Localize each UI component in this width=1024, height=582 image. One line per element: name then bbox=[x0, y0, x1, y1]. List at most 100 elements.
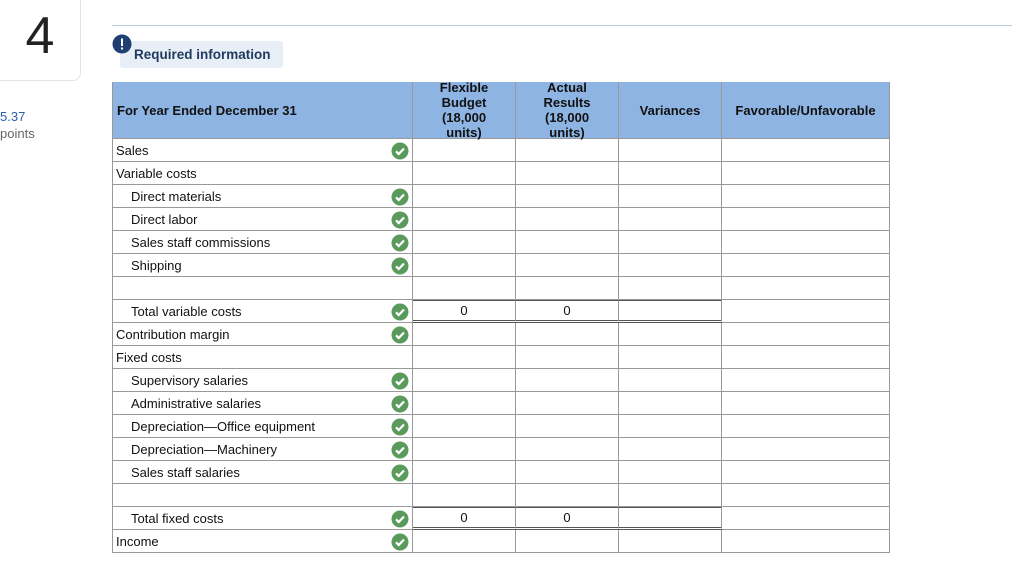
input-cell[interactable] bbox=[722, 392, 890, 415]
input-cell[interactable] bbox=[619, 392, 722, 415]
input-cell[interactable] bbox=[619, 461, 722, 484]
blank-cell[interactable] bbox=[722, 277, 890, 300]
input-cell[interactable] bbox=[516, 185, 619, 208]
input-cell[interactable] bbox=[722, 530, 890, 553]
input-cell[interactable] bbox=[722, 300, 890, 323]
input-cell[interactable] bbox=[516, 231, 619, 254]
row-label[interactable]: Sales bbox=[112, 139, 413, 162]
input-cell[interactable] bbox=[413, 461, 516, 484]
input-cell[interactable] bbox=[516, 530, 619, 553]
blank-cell[interactable] bbox=[413, 484, 516, 507]
row-label[interactable]: Income bbox=[112, 530, 413, 553]
blank-cell[interactable] bbox=[722, 484, 890, 507]
row-label[interactable]: Total fixed costs bbox=[112, 507, 413, 530]
input-cell[interactable] bbox=[619, 369, 722, 392]
blank-cell[interactable] bbox=[516, 277, 619, 300]
input-cell[interactable] bbox=[516, 461, 619, 484]
blank-cell[interactable] bbox=[619, 484, 722, 507]
input-cell[interactable] bbox=[722, 139, 890, 162]
input-cell[interactable] bbox=[619, 139, 722, 162]
input-cell[interactable] bbox=[516, 162, 619, 185]
input-cell[interactable] bbox=[722, 162, 890, 185]
value-cell[interactable]: 0 bbox=[413, 507, 516, 530]
row-label[interactable]: Variable costs bbox=[112, 162, 413, 185]
input-cell[interactable] bbox=[413, 346, 516, 369]
input-cell[interactable] bbox=[722, 346, 890, 369]
input-cell[interactable] bbox=[619, 415, 722, 438]
header-cell: Variances bbox=[619, 82, 722, 139]
check-icon bbox=[391, 464, 409, 482]
row-label[interactable]: Sales staff salaries bbox=[112, 461, 413, 484]
check-icon bbox=[391, 257, 409, 275]
input-cell[interactable] bbox=[413, 392, 516, 415]
input-cell[interactable] bbox=[619, 162, 722, 185]
input-cell[interactable] bbox=[413, 139, 516, 162]
blank-cell[interactable] bbox=[619, 277, 722, 300]
blank-cell[interactable] bbox=[413, 277, 516, 300]
input-cell[interactable] bbox=[619, 530, 722, 553]
value-cell[interactable]: 0 bbox=[516, 300, 619, 323]
check-icon bbox=[391, 372, 409, 390]
input-cell[interactable] bbox=[413, 208, 516, 231]
row-label[interactable]: Administrative salaries bbox=[112, 392, 413, 415]
banner bbox=[120, 41, 283, 68]
row-label[interactable]: Total variable costs bbox=[112, 300, 413, 323]
input-cell[interactable] bbox=[413, 530, 516, 553]
row-label[interactable]: Supervisory salaries bbox=[112, 369, 413, 392]
input-cell[interactable] bbox=[413, 415, 516, 438]
input-cell[interactable] bbox=[413, 438, 516, 461]
input-cell[interactable] bbox=[413, 231, 516, 254]
input-cell[interactable] bbox=[619, 231, 722, 254]
input-cell[interactable] bbox=[413, 162, 516, 185]
row-label[interactable]: Direct labor bbox=[112, 208, 413, 231]
input-cell[interactable] bbox=[619, 254, 722, 277]
row-label[interactable]: Sales staff commissions bbox=[112, 231, 413, 254]
check-icon bbox=[391, 326, 409, 344]
input-cell[interactable] bbox=[516, 208, 619, 231]
input-cell[interactable] bbox=[722, 438, 890, 461]
input-cell[interactable] bbox=[619, 507, 722, 530]
input-cell[interactable] bbox=[413, 323, 516, 346]
input-cell[interactable] bbox=[722, 254, 890, 277]
input-cell[interactable] bbox=[722, 461, 890, 484]
input-cell[interactable] bbox=[516, 139, 619, 162]
input-cell[interactable] bbox=[516, 369, 619, 392]
input-cell[interactable] bbox=[722, 507, 890, 530]
input-cell[interactable] bbox=[619, 323, 722, 346]
row-label[interactable]: Depreciation—Office equipment bbox=[112, 415, 413, 438]
header-cell: Actual Results (18,000 units) bbox=[516, 80, 619, 140]
input-cell[interactable] bbox=[516, 415, 619, 438]
row-label[interactable]: Fixed costs bbox=[112, 346, 413, 369]
check-icon bbox=[391, 211, 409, 229]
value-cell[interactable]: 0 bbox=[413, 300, 516, 323]
header-text: Flexible Budget (18,000 units) bbox=[439, 80, 489, 140]
input-cell[interactable] bbox=[722, 323, 890, 346]
input-cell[interactable] bbox=[619, 185, 722, 208]
divider bbox=[112, 25, 1012, 26]
input-cell[interactable] bbox=[516, 392, 619, 415]
row-label[interactable]: Depreciation—Machinery bbox=[112, 438, 413, 461]
row-label[interactable]: Shipping bbox=[112, 254, 413, 277]
info-icon bbox=[112, 34, 132, 54]
input-cell[interactable] bbox=[516, 254, 619, 277]
input-cell[interactable] bbox=[619, 346, 722, 369]
value-cell[interactable]: 0 bbox=[516, 507, 619, 530]
input-cell[interactable] bbox=[722, 231, 890, 254]
score: 5.37 bbox=[0, 109, 26, 124]
input-cell[interactable] bbox=[722, 415, 890, 438]
input-cell[interactable] bbox=[413, 185, 516, 208]
input-cell[interactable] bbox=[722, 369, 890, 392]
row-label[interactable]: Contribution margin bbox=[112, 323, 413, 346]
input-cell[interactable] bbox=[516, 346, 619, 369]
input-cell[interactable] bbox=[413, 369, 516, 392]
input-cell[interactable] bbox=[413, 254, 516, 277]
input-cell[interactable] bbox=[619, 438, 722, 461]
row-label[interactable]: Direct materials bbox=[112, 185, 413, 208]
input-cell[interactable] bbox=[619, 208, 722, 231]
input-cell[interactable] bbox=[516, 323, 619, 346]
input-cell[interactable] bbox=[722, 185, 890, 208]
input-cell[interactable] bbox=[516, 438, 619, 461]
blank-cell[interactable] bbox=[516, 484, 619, 507]
input-cell[interactable] bbox=[619, 300, 722, 323]
input-cell[interactable] bbox=[722, 208, 890, 231]
